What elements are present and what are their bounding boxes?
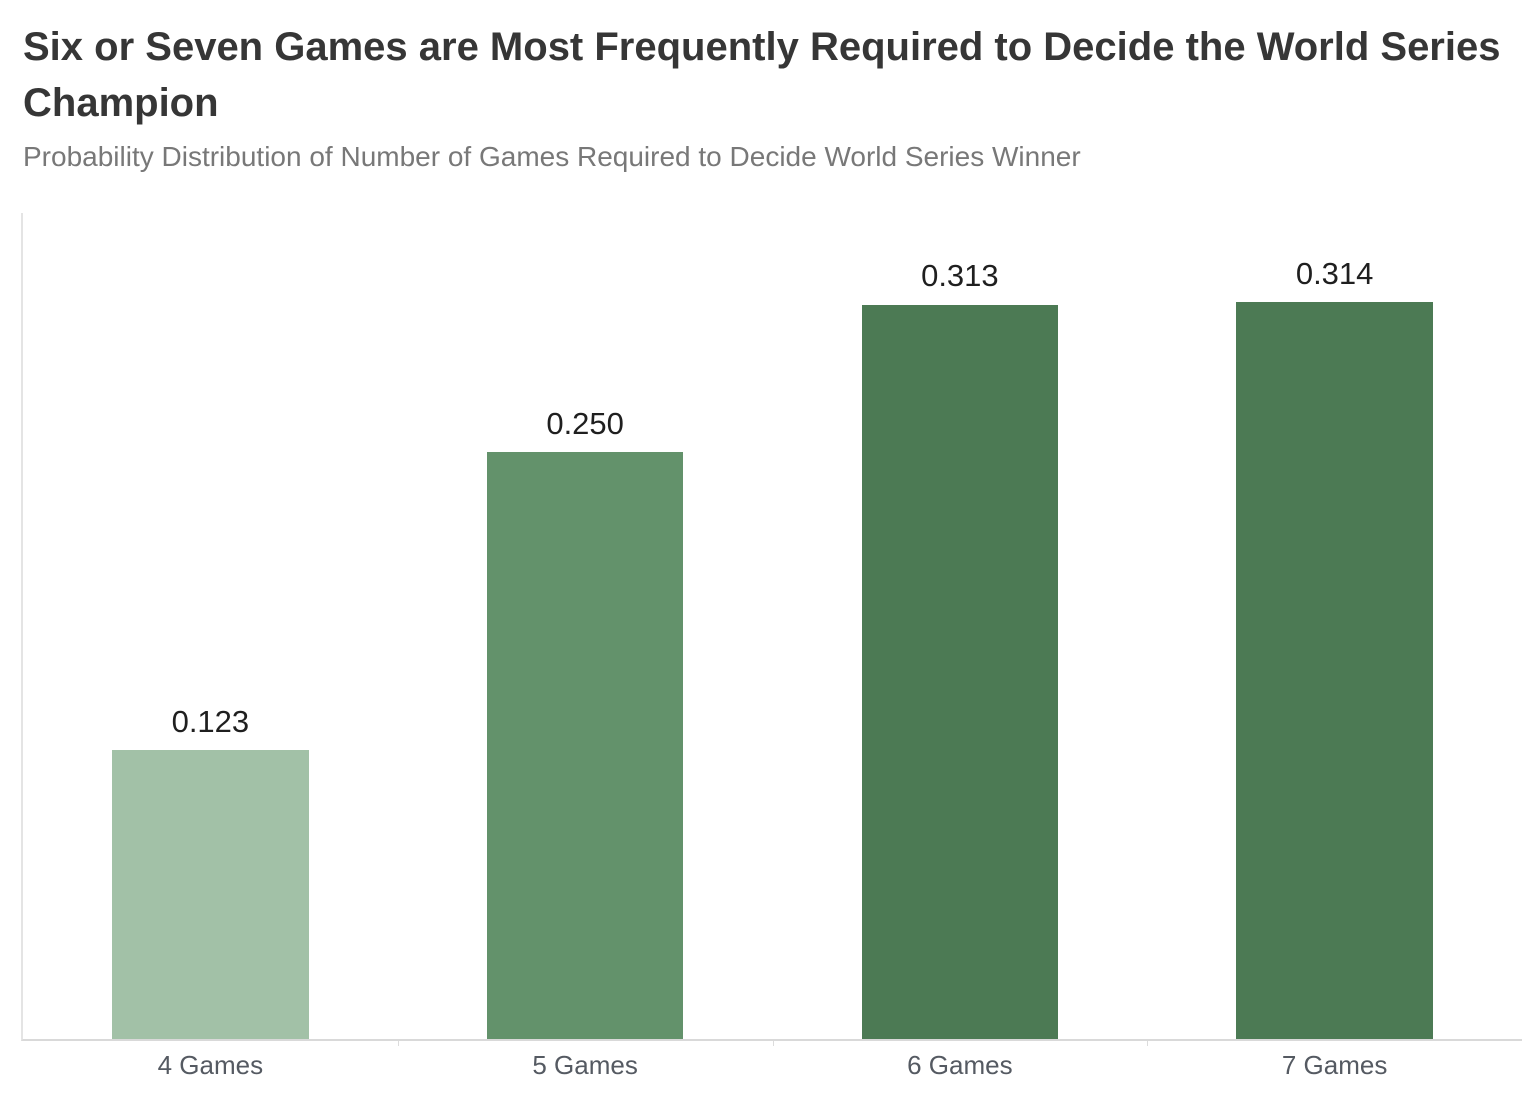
bar-6-games[interactable] <box>861 304 1059 1039</box>
x-axis-label: 6 Games <box>907 1050 1013 1080</box>
bar-5-games[interactable] <box>486 452 684 1039</box>
x-axis-tick <box>1147 1041 1149 1046</box>
bar-4-games[interactable] <box>112 750 309 1039</box>
x-axis-label: 4 Games <box>157 1050 264 1080</box>
plot-area: 0.123 4 Games 0.250 5 Games 0.313 6 Games 0.31… <box>21 213 1522 1080</box>
x-axis-tick <box>397 1041 399 1046</box>
chart-subtitle: Probability Distribution of Number of Ga… <box>23 141 1081 172</box>
bar-value-label: 0.250 <box>546 405 624 441</box>
x-axis-tick <box>772 1041 774 1046</box>
bar-value-label: 0.313 <box>921 257 999 293</box>
x-axis-label: 7 Games <box>1281 1050 1388 1080</box>
bar-7-games[interactable] <box>1236 302 1433 1039</box>
chart-header: Six or Seven Games are Most Frequently R… <box>23 19 1523 173</box>
bar-value-label: 0.123 <box>171 703 250 739</box>
chart-title: Six or Seven Games are Most Frequently R… <box>23 25 1501 125</box>
x-axis-label: 5 Games <box>532 1050 638 1080</box>
bar-value-label: 0.314 <box>1295 255 1374 291</box>
